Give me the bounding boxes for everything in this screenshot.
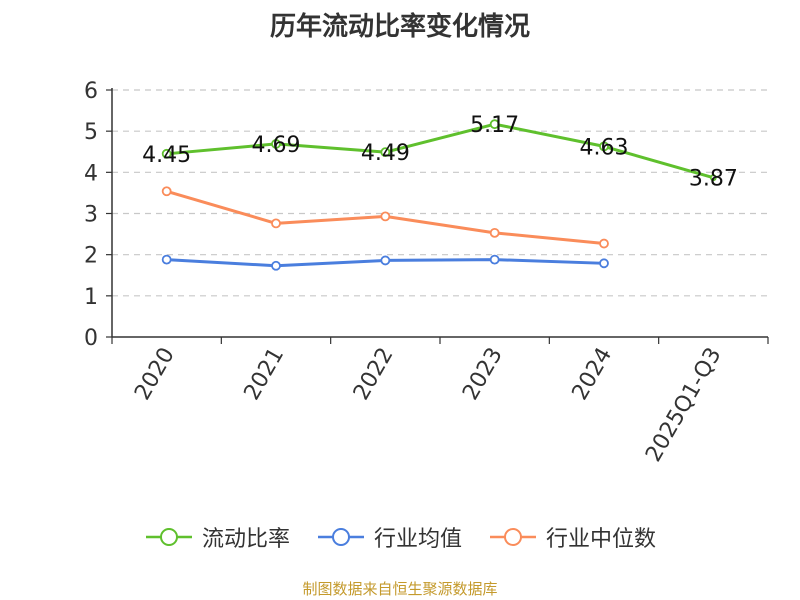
- x-tick-label-2021: 2021: [240, 344, 290, 405]
- data-point: [489, 227, 500, 238]
- series-lines: [161, 119, 717, 271]
- legend-label-industry-mean: 行业均值: [373, 527, 462, 552]
- y-tick-labels: 0 1 2 3 4 5 6: [84, 79, 98, 351]
- data-label: 4.45: [142, 143, 191, 168]
- x-tick-labels: 2020 2021 2022 2023 2024 2025Q1-Q3: [130, 343, 726, 466]
- y-tick-label: 6: [84, 79, 98, 104]
- legend-item-current-ratio[interactable]: 流动比率: [144, 521, 290, 553]
- data-label: 3.87: [689, 167, 738, 192]
- y-tick-label: 2: [84, 244, 98, 269]
- x-tick-label-2025Q1-Q3: 2025Q1-Q3: [641, 344, 726, 467]
- data-point: [489, 119, 500, 130]
- y-tick-label: 1: [84, 285, 98, 310]
- data-point: [599, 141, 609, 152]
- legend-marker-industry-mean: [317, 528, 364, 546]
- data-point: [161, 148, 172, 159]
- data-point: [271, 260, 281, 271]
- gridlines: [112, 89, 768, 297]
- legend-marker-current-ratio: [145, 528, 192, 546]
- data-point: [599, 258, 609, 269]
- y-tick-label: 5: [84, 120, 98, 145]
- data-label: 4.63: [580, 135, 629, 160]
- legend-label-industry-median: 行业中位数: [546, 527, 657, 552]
- data-point: [380, 211, 391, 222]
- data-labels: 4.45 4.69 4.49 5.17 4.63 3.87: [142, 113, 738, 192]
- source-note: 制图数据来自恒生聚源数据库: [302, 580, 498, 598]
- chart-title: 历年流动比率变化情况: [269, 12, 530, 42]
- data-point: [380, 255, 391, 266]
- axes: [106, 88, 769, 344]
- data-point: [599, 238, 609, 249]
- data-label: 4.69: [252, 133, 301, 158]
- series-line-0: [166, 122, 714, 180]
- y-tick-label: 4: [84, 161, 98, 186]
- x-tick-label-2023: 2023: [458, 343, 508, 404]
- data-point: [489, 254, 500, 265]
- data-point: [271, 218, 281, 229]
- data-point: [271, 139, 281, 149]
- legend: 流动比率 行业均值 行业中位数: [0, 520, 800, 554]
- legend-item-industry-median[interactable]: 行业中位数: [488, 521, 656, 553]
- legend-item-industry-mean[interactable]: 行业均值: [316, 521, 462, 553]
- data-label: 5.17: [470, 113, 519, 138]
- legend-marker-industry-median: [490, 528, 536, 546]
- data-point: [161, 254, 172, 265]
- y-tick-label: 3: [84, 203, 98, 228]
- x-tick-label-2020: 2020: [130, 344, 180, 405]
- x-tick-label-2024: 2024: [568, 344, 618, 405]
- data-point: [709, 174, 717, 182]
- data-point: [161, 186, 172, 197]
- x-tick-label-2022: 2022: [349, 344, 399, 405]
- y-tick-label: 0: [84, 326, 98, 351]
- legend-label-current-ratio: 流动比率: [201, 527, 290, 552]
- data-point: [380, 147, 391, 158]
- data-label: 4.49: [361, 141, 410, 166]
